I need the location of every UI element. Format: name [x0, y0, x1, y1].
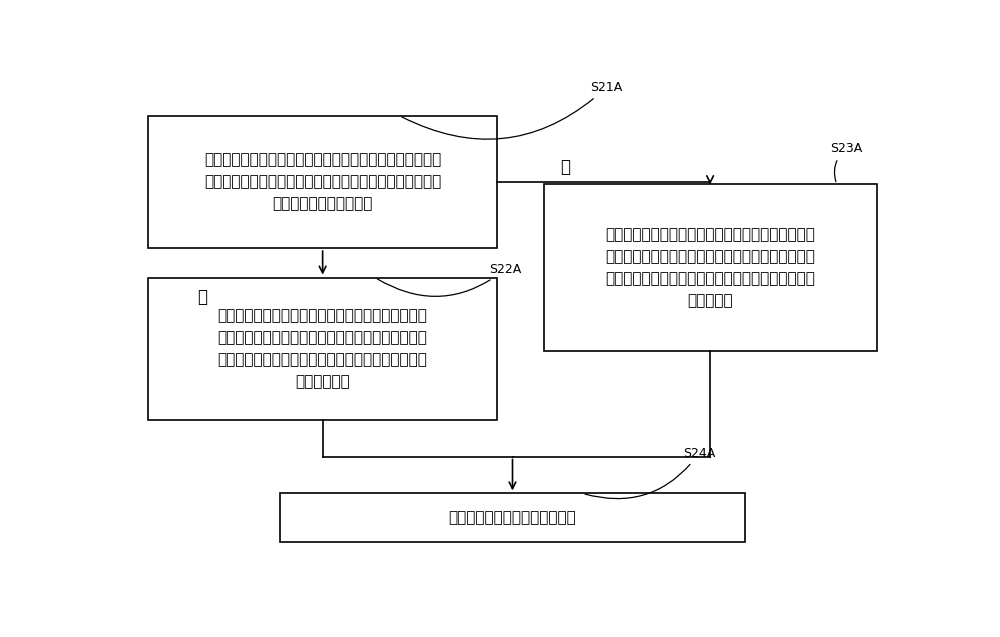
Text: S23A: S23A [830, 143, 862, 182]
Text: 反向旋转待充电设备至获取到第二对红外对管的导轨
识别信号，并在获取到第一对红外对管的导轨识别信
号之前，继续反向旋转至第二对红外对管的导轨识别
信号消失，: 反向旋转待充电设备至获取到第二对红外对管的导轨 识别信号，并在获取到第一对红外对… [605, 227, 815, 308]
Bar [148, 116, 497, 248]
Text: 是: 是 [560, 158, 570, 176]
Bar [148, 278, 497, 420]
Text: 控制待充电设备沿当前方向直行: 控制待充电设备沿当前方向直行 [449, 510, 576, 526]
Bar [544, 184, 877, 351]
Bar [280, 493, 745, 543]
Text: S22A: S22A [377, 262, 522, 296]
Text: S24A: S24A [585, 447, 715, 499]
Text: S21A: S21A [402, 81, 622, 140]
Text: 否: 否 [198, 288, 208, 306]
Text: 反向旋转待充电设备至获取到第一对红外对管的导轨
识别信号后，并在获取到第二对红外对管导轨识别信
号之前，继续反向旋转至第一对红外管对应的导轨识
别信号消失，: 反向旋转待充电设备至获取到第一对红外对管的导轨 识别信号后，并在获取到第二对红外… [218, 308, 428, 389]
Text: 在充电区域内正向旋转待充电设备至获取到第一对红外对管
的导轨识别信号，继续正向旋转，并确认是否获取到第二对
红外对管的导轨识别信号: 在充电区域内正向旋转待充电设备至获取到第一对红外对管 的导轨识别信号，继续正向旋… [204, 152, 441, 211]
